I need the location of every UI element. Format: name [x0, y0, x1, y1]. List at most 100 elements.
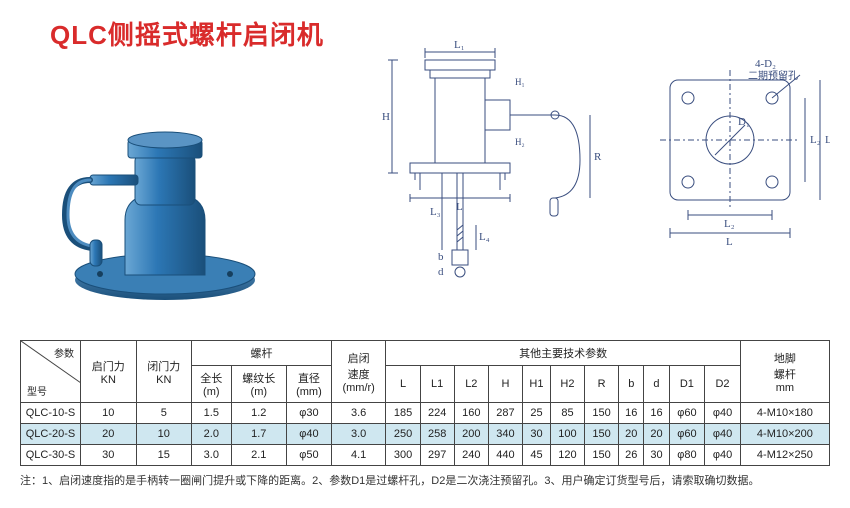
- page-title: QLC侧摇式螺杆启闭机: [50, 15, 324, 52]
- cell-R: 150: [585, 403, 619, 424]
- cell-model: QLC-20-S: [21, 424, 81, 445]
- dim-l3: L₃: [430, 206, 441, 218]
- cell-tlen: 1.5: [192, 403, 231, 424]
- cell-D1: φ60: [669, 403, 705, 424]
- dim-d1: D₁: [738, 116, 750, 128]
- cell-H: 440: [488, 445, 522, 466]
- reserve-hole-label: 二期预留孔: [748, 69, 798, 82]
- cell-L1: 224: [420, 403, 454, 424]
- table-body: QLC-10-S1051.51.2φ303.618522416028725851…: [21, 403, 830, 466]
- model-label: 型号: [27, 383, 47, 398]
- dim-l4: L₄: [479, 231, 490, 243]
- cell-H: 287: [488, 403, 522, 424]
- cell-speed: 4.1: [331, 445, 386, 466]
- cell-dia: φ30: [287, 403, 332, 424]
- cell-L: 250: [386, 424, 420, 445]
- cell-open: 20: [81, 424, 137, 445]
- cell-H1: 30: [523, 424, 551, 445]
- cell-model: QLC-10-S: [21, 403, 81, 424]
- dim-h: H: [382, 111, 390, 123]
- cell-dia: φ50: [287, 445, 332, 466]
- cell-R: 150: [585, 445, 619, 466]
- cell-close: 5: [136, 403, 192, 424]
- engineering-diagram: L₁ H L R L₃ L₄ H₁ H₂ b d: [360, 40, 830, 320]
- dim-4d2: 4-D₂: [755, 58, 776, 70]
- cell-D2: φ40: [705, 403, 741, 424]
- diag-header: 参数 型号: [21, 341, 81, 403]
- cell-H2: 85: [550, 403, 584, 424]
- cell-H1: 25: [523, 403, 551, 424]
- cell-d: 30: [644, 445, 669, 466]
- cell-L1: 297: [420, 445, 454, 466]
- cell-tlen: 2.0: [192, 424, 231, 445]
- cell-L2: 200: [454, 424, 488, 445]
- cell-b: 26: [619, 445, 644, 466]
- cell-D2: φ40: [705, 424, 741, 445]
- col-thlen: 螺纹长 (m): [231, 366, 287, 403]
- cell-H1: 45: [523, 445, 551, 466]
- cell-open: 10: [81, 403, 137, 424]
- col-tlen: 全长 (m): [192, 366, 231, 403]
- cell-anchor: 4-M12×250: [740, 445, 829, 466]
- cell-D1: φ80: [669, 445, 705, 466]
- col-R: R: [585, 366, 619, 403]
- cell-thlen: 1.7: [231, 424, 287, 445]
- col-L: L: [386, 366, 420, 403]
- cell-close: 10: [136, 424, 192, 445]
- dim-l2-bottom: L₂: [724, 218, 735, 230]
- dim-l2-right: L₂: [810, 134, 821, 146]
- cell-thlen: 2.1: [231, 445, 287, 466]
- col-D2: D2: [705, 366, 741, 403]
- table-row: QLC-10-S1051.51.2φ303.618522416028725851…: [21, 403, 830, 424]
- col-H2: H2: [550, 366, 584, 403]
- param-label: 参数: [54, 345, 74, 360]
- cell-speed: 3.6: [331, 403, 386, 424]
- cell-anchor: 4-M10×180: [740, 403, 829, 424]
- cell-L2: 160: [454, 403, 488, 424]
- cell-dia: φ40: [287, 424, 332, 445]
- col-speed: 启闭 速度 (mm/r): [331, 341, 386, 403]
- spec-table: 参数 型号 启门力 KN 闭门力 KN 螺杆 启闭 速度 (mm/r) 其他主要…: [20, 340, 830, 466]
- cell-tlen: 3.0: [192, 445, 231, 466]
- col-H1: H1: [523, 366, 551, 403]
- cell-H: 340: [488, 424, 522, 445]
- spec-table-container: 参数 型号 启门力 KN 闭门力 KN 螺杆 启闭 速度 (mm/r) 其他主要…: [20, 340, 830, 488]
- col-open-force: 启门力 KN: [81, 341, 137, 403]
- svg-text:H₂: H₂: [515, 137, 525, 147]
- cell-b: 20: [619, 424, 644, 445]
- cell-d: 16: [644, 403, 669, 424]
- col-dia: 直径 (mm): [287, 366, 332, 403]
- col-screw-group: 螺杆: [192, 341, 332, 366]
- table-row: QLC-30-S30153.02.1φ504.13002972404404512…: [21, 445, 830, 466]
- cell-close: 15: [136, 445, 192, 466]
- col-anchor: 地脚 螺杆 mm: [740, 341, 829, 403]
- col-L2: L2: [454, 366, 488, 403]
- cell-thlen: 1.2: [231, 403, 287, 424]
- col-close-force: 闭门力 KN: [136, 341, 192, 403]
- cell-D2: φ40: [705, 445, 741, 466]
- cell-R: 150: [585, 424, 619, 445]
- cell-L: 185: [386, 403, 420, 424]
- col-d: d: [644, 366, 669, 403]
- cell-L2: 240: [454, 445, 488, 466]
- col-D1: D1: [669, 366, 705, 403]
- dim-l: L: [456, 201, 463, 213]
- cell-d: 20: [644, 424, 669, 445]
- cell-anchor: 4-M10×200: [740, 424, 829, 445]
- dim-l-right: L: [825, 134, 830, 146]
- dim-b: b: [438, 251, 444, 263]
- cell-H2: 100: [550, 424, 584, 445]
- dim-d: d: [438, 266, 444, 278]
- cell-speed: 3.0: [331, 424, 386, 445]
- cell-open: 30: [81, 445, 137, 466]
- table-notes: 注：1、启闭速度指的是手柄转一圈闸门提升或下降的距离。2、参数D1是过螺杆孔，D…: [20, 472, 830, 488]
- cell-D1: φ60: [669, 424, 705, 445]
- cell-L1: 258: [420, 424, 454, 445]
- dim-l-bottom: L: [726, 236, 733, 248]
- product-photo: [50, 100, 270, 310]
- col-other-group: 其他主要技术参数: [386, 341, 740, 366]
- cell-H2: 120: [550, 445, 584, 466]
- cell-model: QLC-30-S: [21, 445, 81, 466]
- col-H: H: [488, 366, 522, 403]
- dim-r: R: [594, 151, 602, 163]
